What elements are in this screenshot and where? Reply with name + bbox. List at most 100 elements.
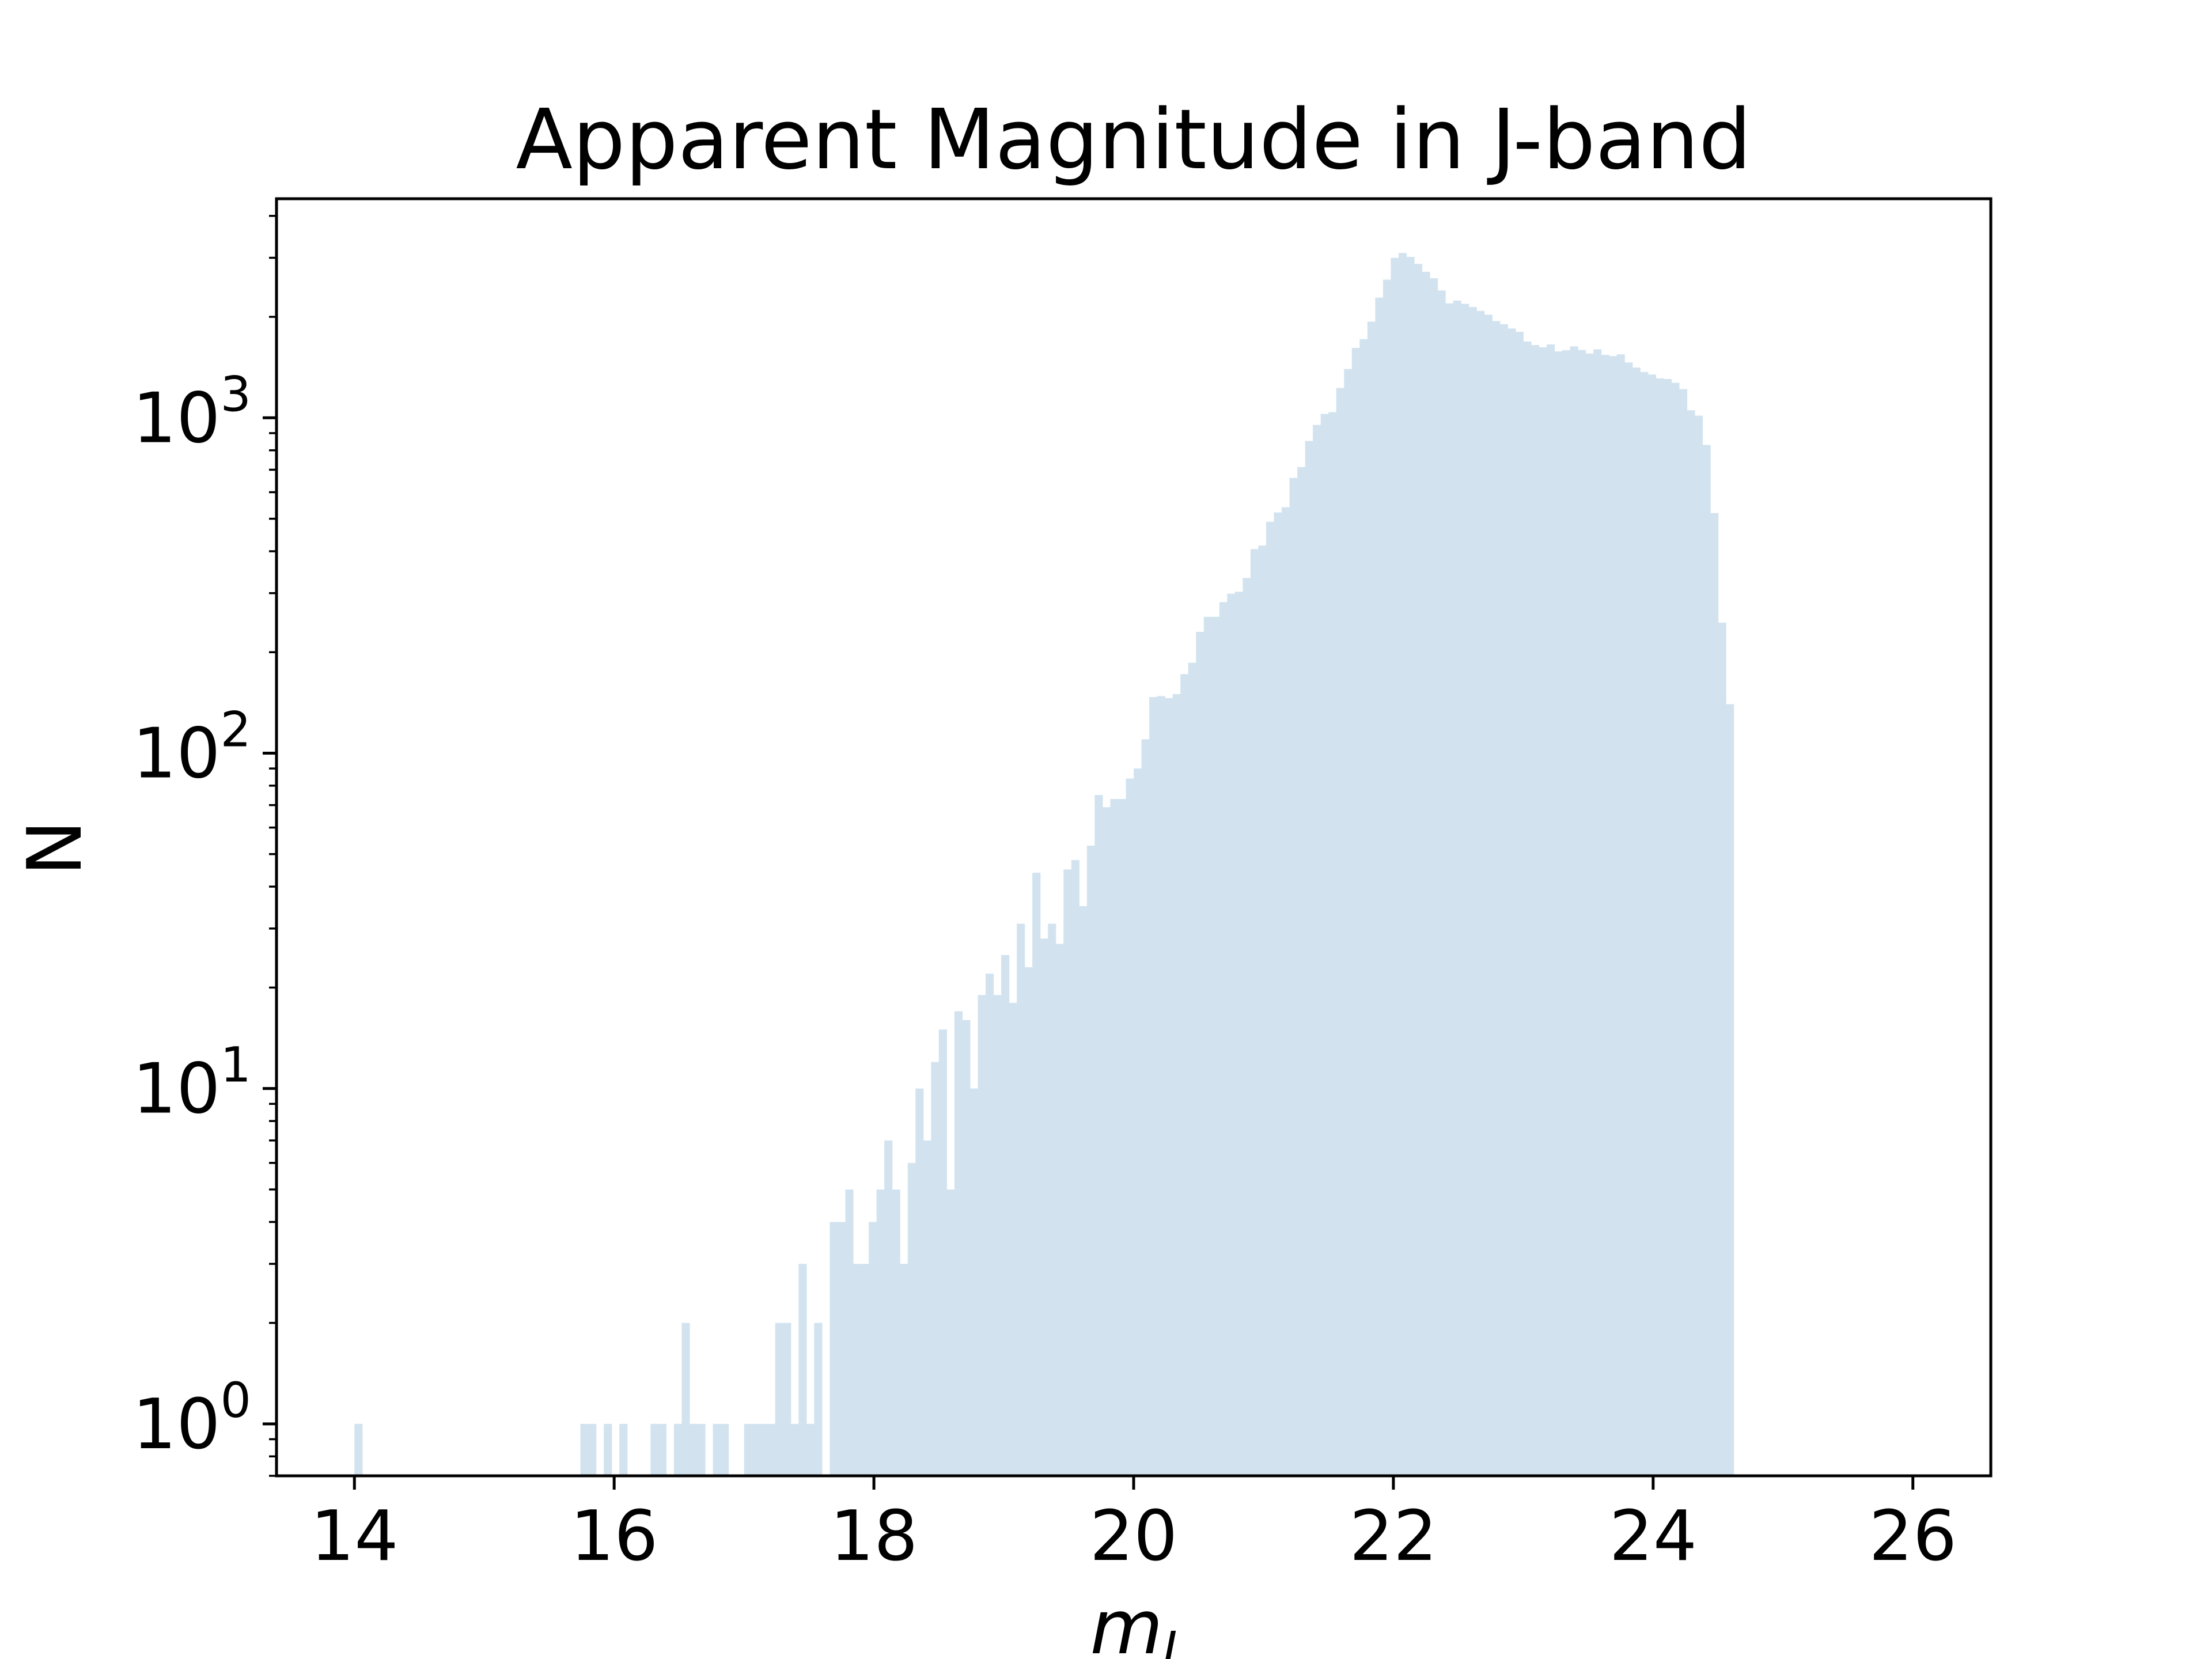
x-tick-label: 18 [830, 1497, 918, 1577]
histogram-bar [1336, 388, 1344, 1476]
histogram-bar [978, 995, 986, 1476]
x-tick-label: 20 [1090, 1497, 1178, 1577]
histogram-bar [1437, 290, 1446, 1476]
histogram-bar [1079, 906, 1088, 1476]
histogram-bar [1523, 341, 1532, 1476]
plot-area-frame [275, 197, 1993, 1478]
histogram-bar [1570, 346, 1578, 1476]
histogram-bar [1663, 378, 1672, 1476]
histogram-bar [1211, 616, 1220, 1476]
histogram-bar [1024, 967, 1033, 1476]
histogram-bar [1694, 415, 1703, 1476]
histogram-bar [1001, 955, 1010, 1476]
histogram-bar [752, 1423, 760, 1476]
histogram-bar [1134, 768, 1142, 1476]
histogram-bar [938, 1029, 947, 1476]
histogram-bar [1305, 441, 1313, 1476]
histogram-bar [1718, 622, 1726, 1476]
histogram-bar [814, 1323, 823, 1476]
histogram-bar [907, 1162, 916, 1476]
y-tick-label: 102 [132, 701, 251, 794]
chart-title: Apparent Magnitude in J-band [516, 91, 1751, 188]
histogram-bar [830, 1222, 838, 1476]
histogram-bar [1172, 694, 1181, 1476]
histogram-bar [1048, 923, 1056, 1476]
histogram-bar [876, 1189, 885, 1476]
histogram-bar [1624, 362, 1633, 1476]
histogram-bar [1203, 616, 1212, 1476]
histogram-bar [946, 1189, 955, 1476]
histogram-bar [1647, 374, 1656, 1476]
histogram-bar [1382, 279, 1391, 1476]
histogram-bar [853, 1264, 862, 1476]
histogram-bar [744, 1423, 752, 1476]
histogram-bar [1640, 372, 1649, 1476]
histogram-bar [1508, 328, 1516, 1476]
histogram-bar [1609, 356, 1618, 1476]
histogram-bar [1227, 593, 1236, 1476]
histogram-bar [798, 1264, 807, 1476]
histogram-bar [1546, 344, 1555, 1476]
histogram-bar [1414, 264, 1423, 1476]
histogram-bar [783, 1323, 791, 1476]
histogram-bar [962, 1020, 971, 1476]
histogram-bar [1086, 845, 1095, 1476]
histogram-bar [658, 1423, 666, 1476]
histogram-bar [1017, 923, 1025, 1476]
histogram-bar [1196, 631, 1205, 1476]
histogram-bar [1726, 704, 1734, 1476]
histogram-bar [1702, 445, 1711, 1476]
histogram-bar [689, 1423, 698, 1476]
histogram-bar [1219, 602, 1228, 1476]
histogram-bar [1367, 321, 1376, 1476]
histogram-bar [869, 1222, 877, 1476]
histogram-bar [1071, 860, 1080, 1476]
histogram-bar [1126, 778, 1134, 1476]
histogram-bar [1499, 324, 1508, 1476]
histogram-bar [1375, 297, 1384, 1476]
histogram-bar [1118, 799, 1127, 1476]
histogram-bar [923, 1140, 931, 1476]
x-axis-label: mJ [1090, 1584, 1177, 1659]
histogram-bar [713, 1423, 721, 1476]
histogram-bar [1180, 674, 1189, 1476]
histogram-bar [1351, 347, 1360, 1476]
histogram-bar [837, 1222, 846, 1476]
histogram-bar [1391, 257, 1399, 1476]
histogram-bar [1165, 698, 1173, 1476]
histogram-bar [759, 1423, 768, 1476]
histogram-bar [1515, 332, 1524, 1476]
x-tick-label: 22 [1350, 1497, 1438, 1577]
histogram-bar [1453, 300, 1461, 1476]
histogram-bar [1250, 549, 1259, 1476]
x-tick-label: 26 [1869, 1497, 1957, 1577]
histogram-bar [1274, 512, 1282, 1476]
histogram-bars [354, 253, 1734, 1476]
histogram-bar [1055, 944, 1064, 1476]
histogram-bar [1063, 869, 1072, 1476]
x-tick-label: 14 [310, 1497, 399, 1577]
histogram-bar [580, 1423, 589, 1476]
histogram-bar [1344, 369, 1353, 1476]
histogram-bar [1468, 306, 1477, 1476]
histogram-bar [1040, 938, 1048, 1476]
histogram-bar [806, 1423, 815, 1476]
histogram-bar [673, 1423, 683, 1476]
histogram-bar [1492, 321, 1501, 1476]
histogram-bar [892, 1189, 900, 1476]
histogram-bar [1258, 546, 1267, 1476]
histogram-bar [954, 1011, 963, 1476]
histogram-bar [1313, 425, 1321, 1476]
histogram-bar [1616, 354, 1625, 1476]
histogram-bar [861, 1264, 869, 1476]
histogram-bar [1110, 799, 1119, 1476]
histogram-bar [1687, 410, 1695, 1476]
histogram-bar [900, 1264, 908, 1476]
histogram-bar [1328, 412, 1337, 1476]
axis-ticks: 14 16 18 20 22 24 26 100 101 102 103 [132, 215, 1957, 1577]
histogram-bar [1476, 310, 1485, 1476]
histogram-bar [1531, 344, 1540, 1476]
histogram-bar [1484, 315, 1493, 1476]
histogram-bar [1359, 339, 1368, 1476]
